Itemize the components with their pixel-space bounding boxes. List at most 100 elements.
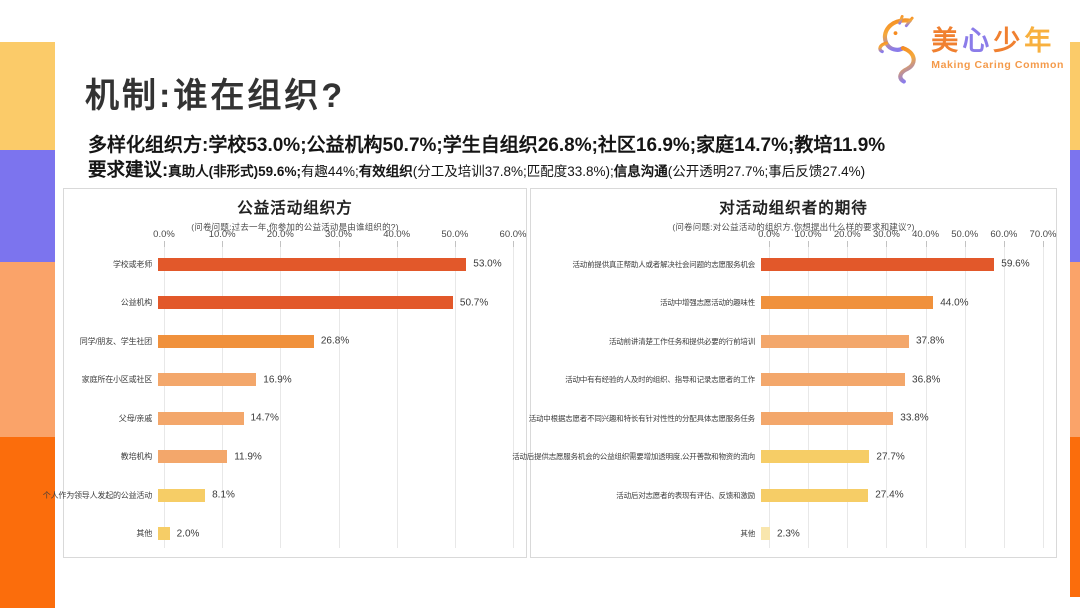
bar-value: 27.4%: [875, 489, 904, 501]
axis-tick-mark: [964, 241, 966, 247]
bar-row: 活动后提供志愿服务机会的公益组织需要增加透明度,公开善款和物资的流向 27.7%: [512, 438, 1056, 477]
gridline: [222, 244, 224, 548]
bar: [158, 334, 314, 348]
accent-segment-dark-orange: [1070, 437, 1080, 597]
logo-char: 美: [931, 26, 963, 57]
logo-char: 心: [962, 26, 994, 57]
gridlines: [769, 241, 1044, 548]
chart-title: 公益活动组织方: [237, 200, 353, 217]
bar-row: 教培机构 11.9%: [64, 438, 526, 477]
gridline: [454, 244, 456, 548]
bar: [761, 373, 906, 387]
bar: [158, 488, 206, 502]
chart-activity-organizers: 公益活动组织方 (问卷问题:过去一年,你参加的公益活动是由谁组织的?) 0.0%…: [42, 188, 527, 558]
dragon-logo-icon: [878, 15, 916, 84]
bar-row: 活动前讲清楚工作任务和提供必要的行前培训 37.8%: [531, 322, 1056, 361]
headline-suggestions: 要求建议:真助人(非形式)59.6%;有趣44%;有效组织(分工及培训37.8%…: [88, 156, 865, 182]
axis-tick-mark: [886, 241, 888, 247]
accent-segment-orange: [0, 262, 55, 437]
bar: [158, 527, 170, 541]
axis-tick-label: 60.0%: [990, 229, 1018, 240]
headline2-segment: 真助人(非形式)59.6%;: [168, 164, 301, 179]
chart-subtitle: (问卷问题:对公益活动的组织方,你想提出什么样的要求和建议?): [672, 222, 915, 232]
headline2-segment: 信息沟通: [613, 164, 668, 179]
bar-label: 个人作为领导人发起的公益活动: [42, 490, 152, 500]
charts-row: 公益活动组织方 (问卷问题:过去一年,你参加的公益活动是由谁组织的?) 0.0%…: [42, 188, 1057, 558]
bar: [761, 296, 934, 310]
axis-tick-mark: [396, 241, 398, 247]
x-axis: 0.0% 10.0% 20.0% 30.0% 40.0% 50.0% 60.0% 70.0%: [758, 229, 1056, 241]
bar-value: 14.7%: [250, 412, 279, 424]
bar-track: 11.9%: [158, 450, 507, 464]
bar-track: 14.7%: [158, 411, 507, 425]
bar-value: 36.8%: [912, 374, 941, 386]
accent-segment-yellow: [1070, 42, 1080, 150]
gridline: [964, 244, 966, 548]
axis-tick-label: 40.0%: [383, 229, 411, 240]
headline2-lead: 要求建议:: [88, 159, 169, 180]
bar-label: 其他: [740, 529, 755, 539]
axis-tick-label: 40.0%: [912, 229, 940, 240]
gridlines: [164, 241, 514, 548]
bar: [158, 411, 244, 425]
gridline: [164, 244, 165, 548]
bar-label: 学校或老师: [113, 259, 152, 269]
bar-track: 53.0%: [158, 257, 507, 271]
headline1-text: 学校53.0%;公益机构50.7%;学生自组织26.8%;社区16.9%;家庭1…: [208, 135, 886, 156]
bar-value: 37.8%: [915, 335, 945, 347]
logo-text-cn: 美心少年: [931, 26, 1064, 57]
bar-value: 33.8%: [900, 412, 929, 424]
bar: [761, 450, 870, 464]
logo-text-en: Making Caring Common: [931, 58, 1064, 71]
bar-value: 16.9%: [263, 374, 292, 386]
bar: [761, 257, 995, 271]
logo-char: 少: [993, 26, 1025, 57]
axis-tick-label: 60.0%: [499, 229, 527, 240]
chart-title: 对活动组织者的期待: [719, 200, 868, 217]
bar-row: 活动中有有经验的人及时的组织、指导和记录志愿者的工作 36.8%: [531, 361, 1056, 400]
bar-value: 26.8%: [320, 335, 350, 347]
accent-segment-purple: [0, 150, 55, 262]
axis-tick-mark: [847, 241, 849, 247]
x-axis: 0.0% 10.0% 20.0% 30.0% 40.0% 50.0% 60.0%: [153, 229, 526, 241]
axis-tick-mark: [769, 241, 770, 247]
bar-row: 活动中根据志愿者不同兴趣和特长有针对性性的分配具体志愿服务任务 33.8%: [529, 399, 1056, 438]
accent-segment-dark-orange: [0, 437, 55, 608]
page-title: 机制:谁在组织?: [85, 76, 346, 115]
logo-char: 年: [1024, 26, 1056, 57]
axis-tick-label: 20.0%: [266, 229, 294, 240]
bar: [158, 373, 257, 387]
bar: [158, 257, 467, 271]
gridline: [1043, 244, 1044, 548]
axis-tick-mark: [280, 241, 282, 247]
bar-row: 其他 2.3%: [531, 515, 1056, 554]
bar: [158, 450, 228, 464]
gridline: [769, 244, 770, 548]
axis-tick-mark: [1043, 241, 1044, 247]
dragon-eye: [893, 31, 898, 36]
gridline: [1003, 244, 1005, 548]
axis-tick-label: 20.0%: [833, 229, 861, 240]
bar-row: 家庭所在小区或社区 16.9%: [64, 361, 526, 400]
bar-value: 11.9%: [234, 451, 262, 463]
logo: 美心少年 Making Caring Common: [872, 14, 1064, 84]
axis-tick-label: 50.0%: [951, 229, 979, 240]
bar-value: 50.7%: [459, 297, 489, 309]
bar-value: 59.6%: [1001, 258, 1030, 270]
axis-tick-mark: [338, 241, 340, 247]
axis-tick-mark: [513, 241, 514, 247]
bar-track: 27.7%: [761, 450, 1035, 464]
bar-track: 36.8%: [761, 373, 1035, 387]
axis-tick-mark: [1003, 241, 1005, 247]
bar-row: 学校或老师 53.0%: [64, 245, 526, 284]
axis-tick-mark: [164, 241, 165, 247]
bar-track: 59.6%: [761, 257, 1035, 271]
bar: [761, 488, 869, 502]
bar-track: 33.8%: [761, 411, 1035, 425]
axis-tick-label: 70.0%: [1029, 229, 1057, 240]
axis-tick-mark: [454, 241, 456, 247]
headline-diverse-organizers: 多样化组织方:学校53.0%;公益机构50.7%;学生自组织26.8%;社区16…: [88, 130, 885, 157]
bar-value: 2.3%: [777, 528, 800, 540]
axis-tick-mark: [925, 241, 927, 247]
